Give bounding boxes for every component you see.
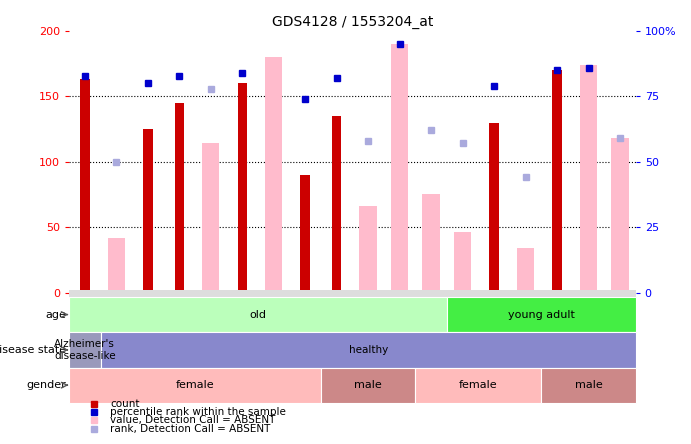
Text: Alzheimer's
disease-like: Alzheimer's disease-like (54, 339, 115, 361)
Text: percentile rank within the sample: percentile rank within the sample (110, 407, 286, 417)
Bar (517, 248, 534, 293)
Bar (69, 332, 101, 368)
Text: old: old (249, 309, 267, 320)
Bar (422, 194, 439, 293)
Bar (101, 332, 636, 368)
Bar (552, 70, 562, 293)
Bar (489, 123, 499, 293)
Bar (69, 297, 447, 332)
Bar (143, 129, 153, 293)
Bar (238, 83, 247, 293)
Bar (69, 289, 636, 297)
Text: value, Detection Call = ABSENT: value, Detection Call = ABSENT (110, 416, 276, 425)
Text: age: age (45, 309, 66, 320)
Bar (265, 57, 283, 293)
Bar (80, 79, 90, 293)
Bar (321, 368, 415, 403)
Bar (359, 206, 377, 293)
Bar (415, 368, 541, 403)
Text: disease state: disease state (0, 345, 66, 355)
Text: gender: gender (26, 380, 66, 390)
Bar (332, 116, 341, 293)
Text: female: female (459, 380, 498, 390)
Bar (175, 103, 184, 293)
Bar (454, 232, 471, 293)
Title: GDS4128 / 1553204_at: GDS4128 / 1553204_at (272, 15, 433, 29)
Bar (580, 65, 597, 293)
Bar (108, 238, 125, 293)
Text: female: female (176, 380, 214, 390)
Text: rank, Detection Call = ABSENT: rank, Detection Call = ABSENT (110, 424, 270, 433)
Bar (69, 368, 321, 403)
Text: male: male (575, 380, 603, 390)
Text: count: count (110, 399, 140, 409)
Bar (202, 143, 220, 293)
Text: healthy: healthy (348, 345, 388, 355)
Bar (612, 138, 629, 293)
Text: young adult: young adult (508, 309, 575, 320)
Text: male: male (354, 380, 382, 390)
Bar (541, 368, 636, 403)
Bar (447, 297, 636, 332)
Bar (391, 44, 408, 293)
Bar (301, 175, 310, 293)
